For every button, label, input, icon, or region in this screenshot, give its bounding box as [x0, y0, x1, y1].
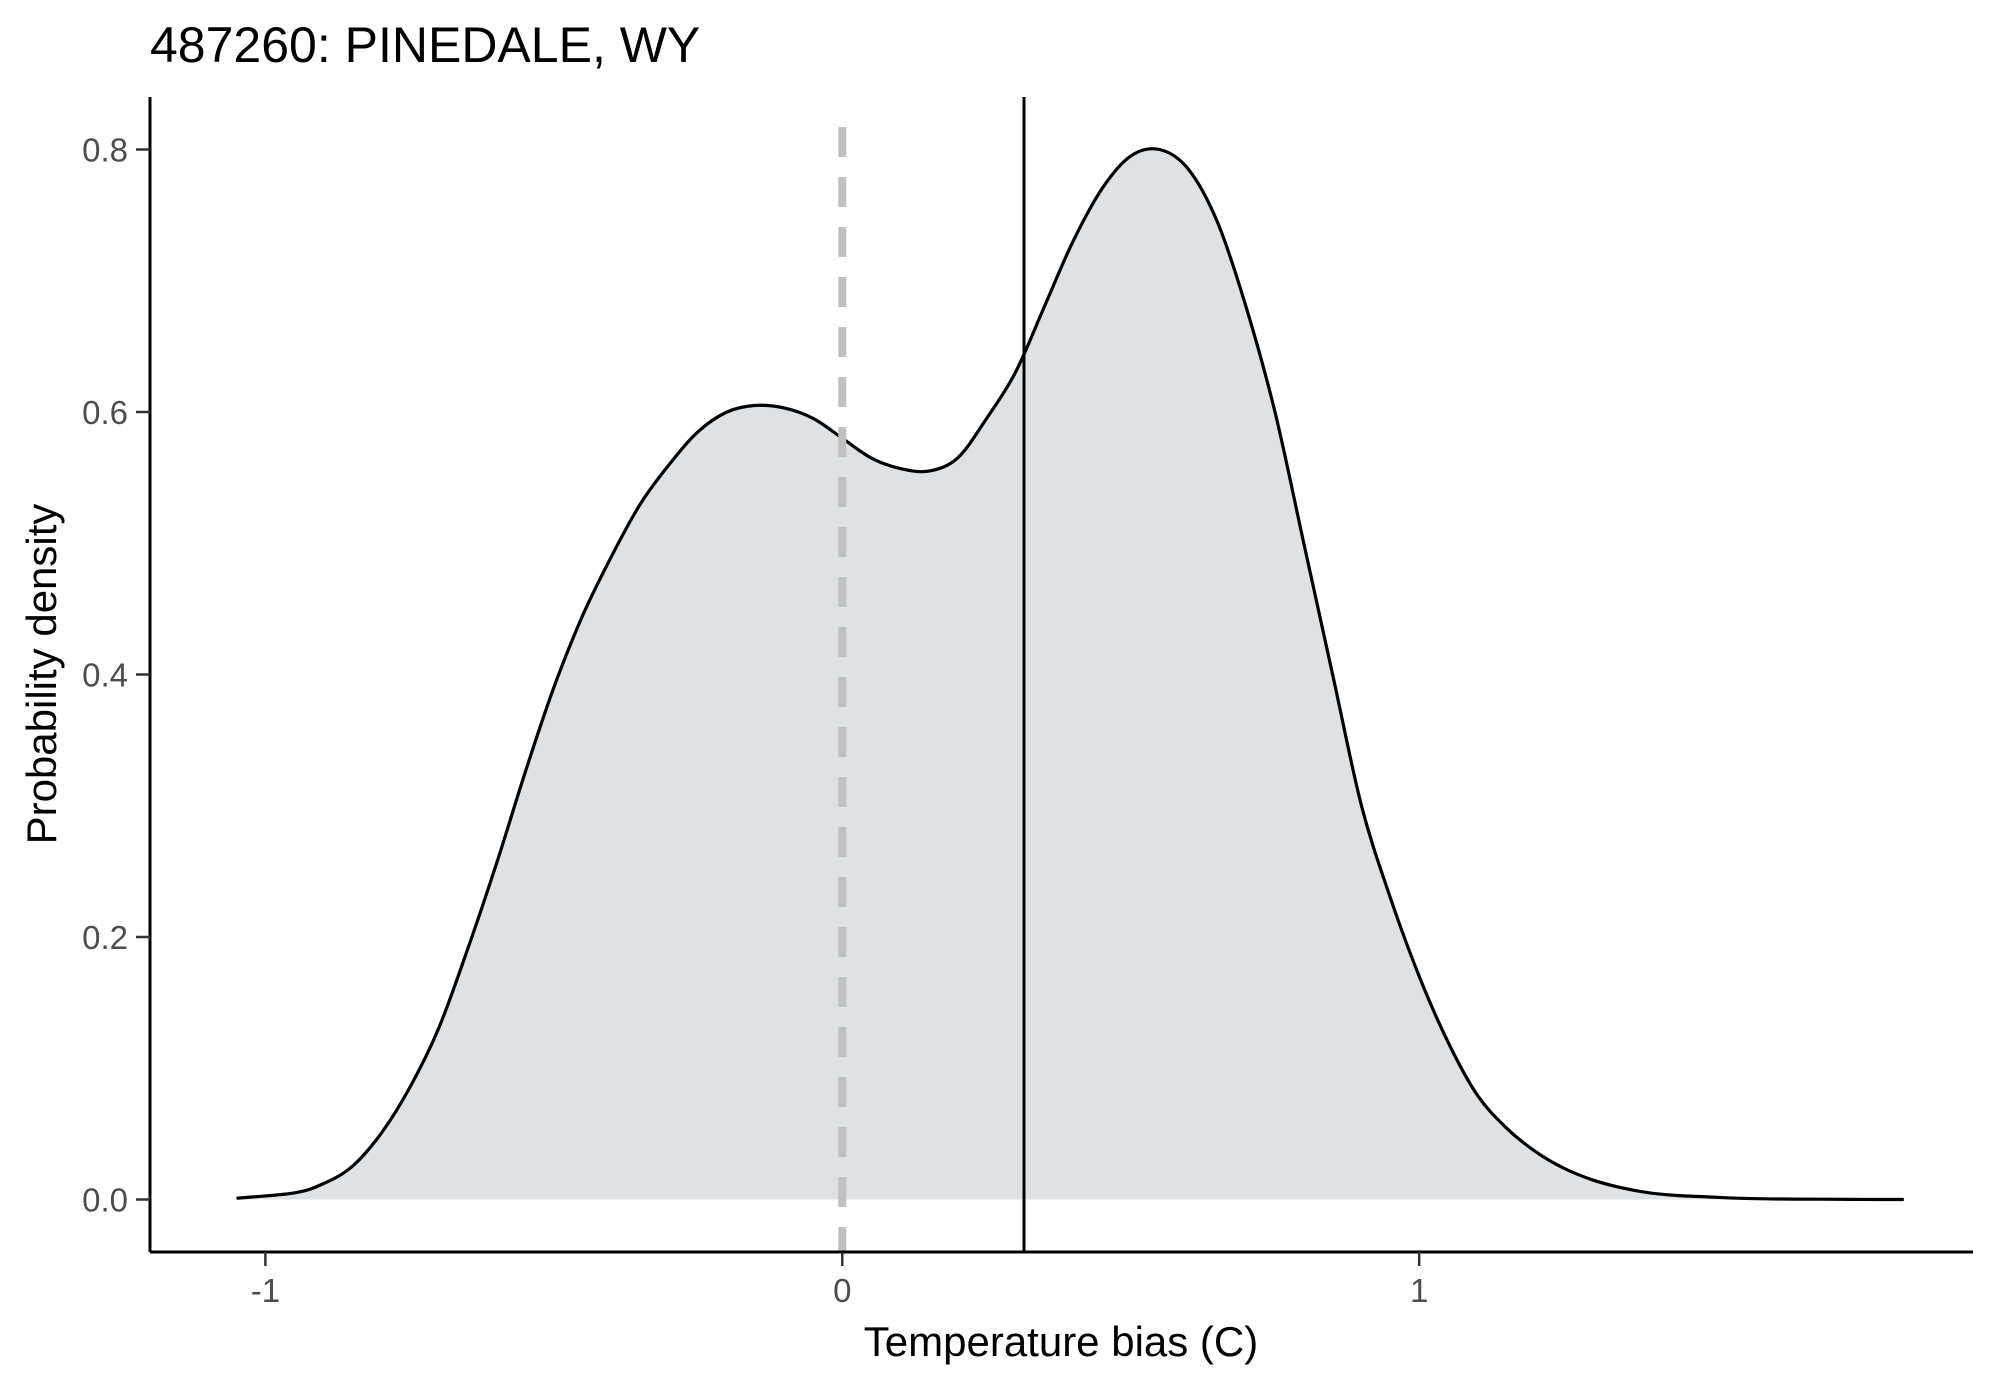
density-area-fill [236, 148, 1904, 1200]
axes: -1 0 1 0.0 0.2 0.4 0.6 0.8 [82, 97, 1973, 1309]
y-tick-label: 0.8 [82, 132, 128, 169]
y-tick-label: 0.0 [82, 1182, 128, 1219]
x-axis-ticks: -1 0 1 [251, 1252, 1428, 1309]
y-axis-ticks: 0.0 0.2 0.4 0.6 0.8 [82, 132, 150, 1219]
y-tick-label: 0.2 [82, 919, 128, 956]
y-tick-label: 0.6 [82, 394, 128, 431]
x-tick-label: 1 [1410, 1272, 1428, 1309]
y-tick-label: 0.4 [82, 657, 128, 694]
x-axis-label: Temperature bias (C) [864, 1318, 1258, 1365]
x-tick-label: 0 [833, 1272, 851, 1309]
density-curve [236, 147, 1904, 1202]
y-axis-label: Probability density [18, 504, 65, 845]
chart-title: 487260: PINEDALE, WY [150, 17, 700, 73]
x-tick-label: -1 [251, 1272, 280, 1309]
plot-area [236, 97, 1904, 1252]
